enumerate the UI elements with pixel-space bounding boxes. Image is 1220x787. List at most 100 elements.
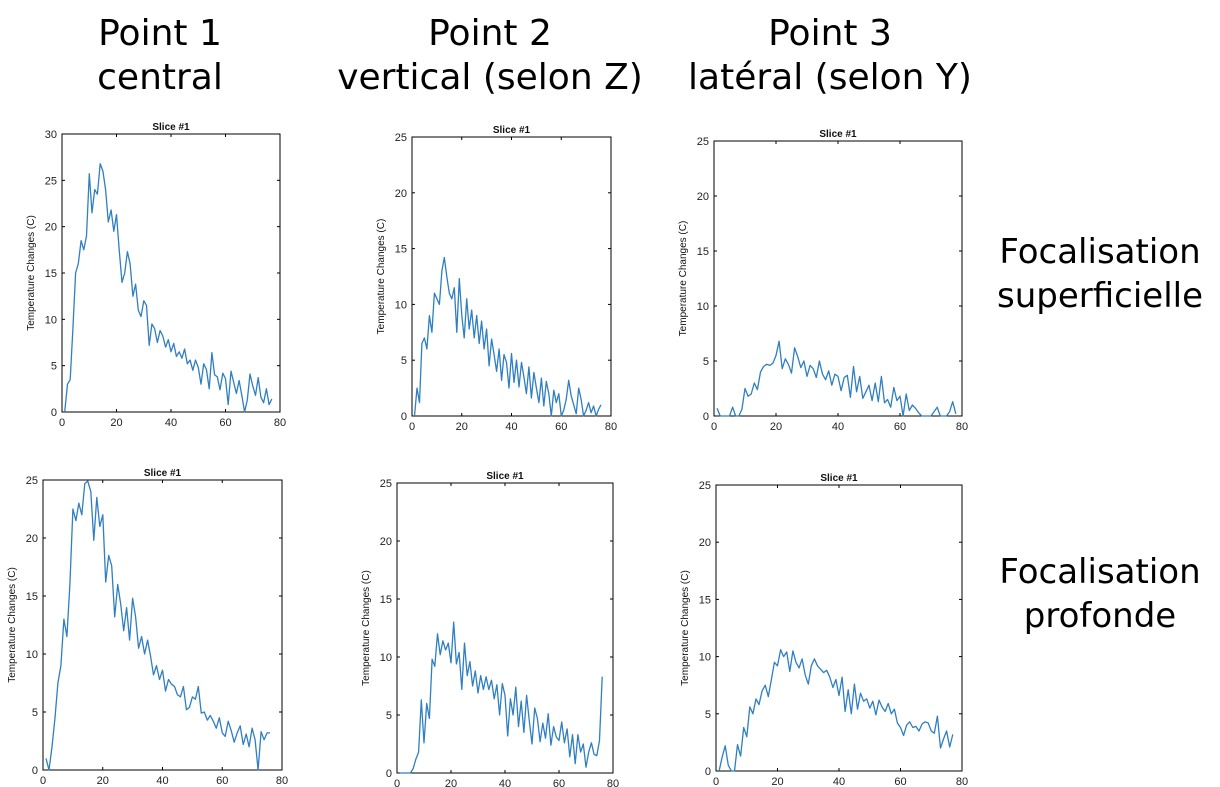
- y-tick-label: 0: [386, 768, 392, 780]
- x-tick-label: 80: [956, 776, 968, 787]
- x-tick-label: 20: [770, 421, 782, 433]
- y-tick-label: 20: [395, 188, 407, 200]
- column-header-point-3: Point 3 latéral (selon Y): [680, 12, 980, 100]
- y-axis-label: Temperature Changes (C): [26, 215, 37, 331]
- y-tick-label: 15: [395, 244, 407, 256]
- column-header-point-2: Point 2 vertical (selon Z): [330, 12, 650, 100]
- x-tick-label: 0: [59, 417, 65, 429]
- x-tick-label: 40: [165, 417, 177, 429]
- x-tick-label: 0: [711, 421, 717, 433]
- y-tick-label: 10: [45, 314, 57, 326]
- y-tick-label: 15: [380, 594, 392, 606]
- chart-3: 0 20 40 60 80 0 5 10 15 20 25 Slice #1 Temperature C…: [678, 129, 968, 433]
- plot-frame: [715, 484, 963, 772]
- temperature-series-line: [45, 480, 270, 771]
- y-tick-label: 20: [380, 536, 392, 548]
- y-tick-label: 30: [45, 129, 57, 141]
- chart-title: Slice #1: [152, 122, 190, 133]
- y-tick-label: 20: [26, 533, 38, 545]
- x-tick-label: 80: [605, 421, 617, 433]
- y-tick-label: 20: [45, 222, 57, 234]
- x-tick-label: 40: [832, 421, 844, 433]
- y-tick-label: 5: [705, 709, 711, 721]
- row-label-line1: Focalisation: [999, 552, 1201, 592]
- x-tick-label: 80: [274, 417, 286, 429]
- x-tick-label: 40: [505, 421, 517, 433]
- y-tick-label: 0: [51, 407, 57, 419]
- temperature-series-line: [64, 163, 273, 413]
- x-tick-label: 40: [833, 776, 845, 787]
- chart-6: 0 20 40 60 80 0 5 10 15 20 25 Slice #1 Temperature C…: [680, 473, 968, 787]
- y-tick-label: 15: [699, 594, 711, 606]
- y-tick-label: 10: [395, 299, 407, 311]
- x-tick-label: 0: [713, 776, 719, 787]
- row-label-line2: superficielle: [996, 276, 1204, 316]
- y-tick-label: 0: [32, 765, 38, 777]
- x-tick-label: 0: [409, 421, 415, 433]
- x-tick-label: 20: [456, 421, 468, 433]
- column-header-line2: central: [97, 57, 223, 98]
- y-axis-label: Temperature Changes (C): [361, 570, 372, 686]
- row-label-deep: Focalisation profonde: [985, 550, 1215, 638]
- x-tick-label: 20: [771, 776, 783, 787]
- x-tick-label: 20: [445, 778, 457, 787]
- x-tick-label: 20: [110, 417, 122, 429]
- row-label-line2: profonde: [1023, 596, 1177, 636]
- y-tick-label: 5: [386, 710, 392, 722]
- y-tick-label: 10: [26, 649, 38, 661]
- chart-5: 0 20 40 60 80 0 5 10 15 20 25 Slice #1 Temperature C…: [361, 471, 619, 787]
- y-tick-label: 25: [697, 136, 709, 148]
- column-header-line1: Point 2: [428, 13, 552, 54]
- column-header-line1: Point 1: [98, 13, 222, 54]
- y-tick-label: 0: [705, 766, 711, 778]
- chart-title: Slice #1: [819, 129, 857, 140]
- x-tick-label: 80: [276, 775, 288, 787]
- plot-frame: [61, 133, 281, 413]
- y-tick-label: 10: [697, 301, 709, 313]
- y-tick-label: 10: [699, 652, 711, 664]
- column-header-line2: latéral (selon Y): [688, 57, 972, 98]
- row-label-superficial: Focalisation superficielle: [985, 230, 1215, 318]
- y-tick-label: 25: [380, 478, 392, 490]
- x-tick-label: 80: [956, 421, 968, 433]
- x-tick-label: 20: [97, 775, 109, 787]
- temperature-series-line: [716, 340, 957, 417]
- y-tick-label: 5: [401, 355, 407, 367]
- y-tick-label: 0: [401, 411, 407, 423]
- plot-frame: [396, 482, 614, 774]
- y-tick-label: 15: [697, 246, 709, 258]
- y-tick-label: 10: [380, 652, 392, 664]
- temperature-series-line: [413, 256, 602, 417]
- y-tick-label: 5: [32, 707, 38, 719]
- y-tick-label: 25: [395, 132, 407, 144]
- column-header-line2: vertical (selon Z): [337, 57, 643, 98]
- temperature-series-line: [399, 621, 603, 774]
- y-tick-label: 20: [699, 537, 711, 549]
- y-tick-label: 0: [703, 411, 709, 423]
- y-tick-label: 5: [703, 356, 709, 368]
- x-tick-label: 60: [894, 421, 906, 433]
- x-tick-label: 60: [894, 776, 906, 787]
- x-tick-label: 60: [553, 778, 565, 787]
- x-tick-label: 40: [499, 778, 511, 787]
- row-label-line1: Focalisation: [999, 232, 1201, 272]
- y-tick-label: 15: [26, 591, 38, 603]
- plot-frame: [411, 136, 612, 417]
- y-tick-label: 25: [26, 475, 38, 487]
- chart-4: 0 20 40 60 80 0 5 10 15 20 25 Slice #1 Temperature C…: [7, 468, 288, 787]
- y-tick-label: 25: [699, 480, 711, 492]
- y-axis-label: Temperature Changes (C): [678, 221, 689, 337]
- y-tick-label: 5: [51, 361, 57, 373]
- x-tick-label: 60: [219, 417, 231, 429]
- chart-title: Slice #1: [493, 125, 531, 136]
- chart-title: Slice #1: [820, 473, 858, 484]
- x-tick-label: 60: [555, 421, 567, 433]
- x-tick-label: 60: [216, 775, 228, 787]
- chart-title: Slice #1: [486, 471, 524, 482]
- y-axis-label: Temperature Changes (C): [7, 567, 18, 683]
- y-tick-label: 20: [697, 191, 709, 203]
- column-header-line1: Point 3: [768, 13, 892, 54]
- x-tick-label: 0: [40, 775, 46, 787]
- y-tick-label: 15: [45, 268, 57, 280]
